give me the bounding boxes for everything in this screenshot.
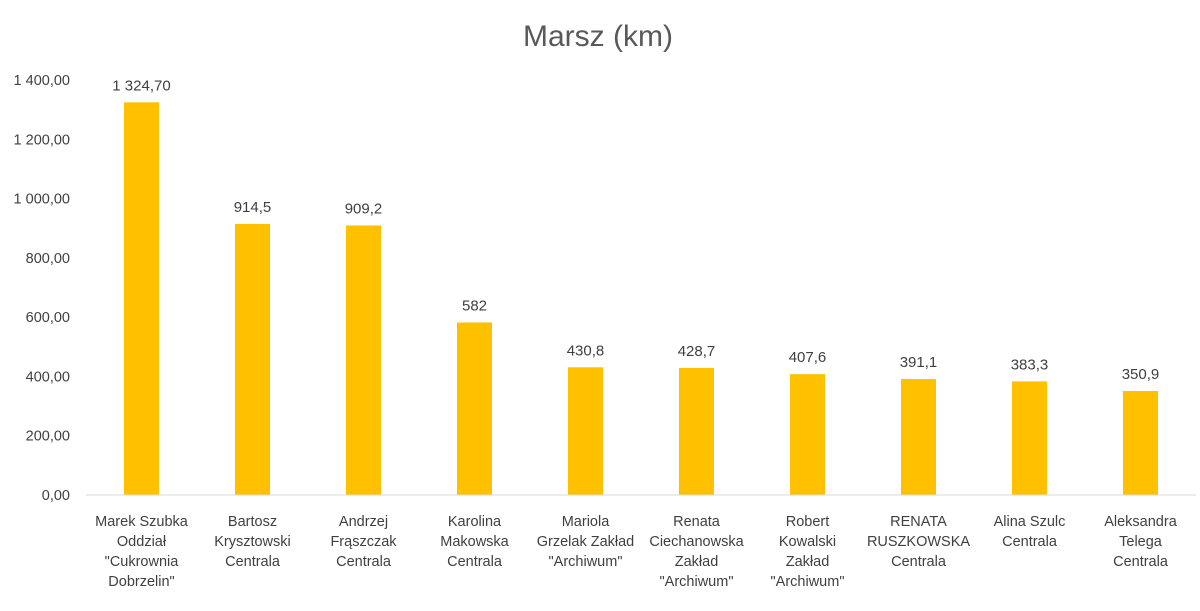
category-label-line: Dobrzelin" [108, 574, 174, 590]
category-label-line: Marek Szubka [95, 514, 189, 530]
category-label-line: Renata [673, 514, 721, 530]
category-label-line: Telega [1119, 534, 1163, 550]
bar [1012, 381, 1047, 495]
category-label-line: Ciechanowska [649, 534, 744, 550]
category-label: RENATA RUSZKOWSKA Centrala [867, 514, 970, 570]
data-label: 383,3 [1011, 356, 1049, 373]
category-label-line: Robert [786, 514, 830, 530]
category-label-line: Zakład [675, 554, 719, 570]
bar [124, 102, 159, 495]
category-label-line: Mariola [562, 514, 610, 530]
data-label: 582 [462, 297, 487, 314]
category-label-line: Krysztowski [214, 534, 291, 550]
data-label: 1 324,70 [112, 77, 170, 94]
category-label-line: "Archiwum" [771, 574, 845, 590]
bar [679, 367, 714, 495]
category-label: Andrzej Frąszczak Centrala [330, 514, 397, 570]
category-label: Alina Szulc Centrala [994, 514, 1066, 550]
bar [346, 225, 381, 496]
category-label-line: RENATA [890, 514, 947, 530]
category-label-line: Centrala [1113, 554, 1169, 570]
data-label: 909,2 [345, 200, 383, 217]
bars-group [124, 102, 1158, 496]
data-label: 428,7 [678, 343, 716, 360]
chart-title: Marsz (km) [523, 20, 673, 53]
category-label-line: Kowalski [779, 534, 836, 550]
data-label: 407,6 [789, 349, 827, 366]
category-label: Robert Kowalski Zakład "Archiwum" [771, 514, 845, 590]
category-label-line: RUSZKOWSKA [867, 534, 970, 550]
bar [1123, 390, 1158, 495]
y-tick-label: 1 200,00 [14, 132, 70, 148]
y-tick-label: 0,00 [42, 488, 70, 504]
category-label-line: Frąszczak [330, 534, 397, 550]
category-label-line: Centrala [225, 554, 281, 570]
data-label: 350,9 [1122, 366, 1160, 383]
category-label-line: Karolina [448, 514, 502, 530]
category-label: Marek Szubka Oddział "Cukrownia Dobrzelin" [95, 514, 189, 590]
data-label: 914,5 [234, 199, 272, 216]
category-label-line: "Archiwum" [660, 574, 734, 590]
y-tick-label: 600,00 [26, 310, 70, 326]
category-labels-group: Marek Szubka Oddział "Cukrownia Dobrzelin" B… [95, 514, 1178, 590]
category-label-line: Grzelak Zakład [537, 534, 635, 550]
y-tick-label: 400,00 [26, 369, 70, 385]
category-label: Bartosz Krysztowski Centrala [214, 514, 291, 570]
category-label-line: Centrala [336, 554, 392, 570]
category-label-line: Alina Szulc [994, 514, 1066, 530]
category-label: Karolina Makowska Centrala [440, 514, 509, 570]
category-label-line: Zakład [786, 554, 830, 570]
y-tick-label: 200,00 [26, 429, 70, 445]
bar [790, 374, 825, 495]
category-label-line: Aleksandra [1104, 514, 1177, 530]
data-label: 430,8 [567, 342, 605, 359]
data-label: 391,1 [900, 354, 938, 371]
category-label: Renata Ciechanowska Zakład "Archiwum" [649, 514, 744, 590]
category-label: Mariola Grzelak Zakład "Archiwum" [537, 514, 635, 570]
category-label-line: Andrzej [339, 514, 388, 530]
category-label-line: Centrala [1002, 534, 1058, 550]
y-axis: 0,00 200,00 400,00 600,00 800,00 1 000,00 1 20… [14, 73, 70, 504]
y-tick-label: 1 000,00 [14, 192, 70, 208]
category-label-line: "Cukrownia [105, 554, 180, 570]
category-label-line: "Archiwum" [549, 554, 623, 570]
category-label-line: Makowska [440, 534, 509, 550]
y-tick-label: 800,00 [26, 251, 70, 267]
category-label: Aleksandra Telega Centrala [1104, 514, 1177, 570]
data-labels-group: 1 324,70 914,5 909,2 582 430,8 428,7 407,6 391,… [112, 77, 1159, 383]
bar [568, 367, 603, 495]
bar [457, 322, 492, 495]
category-label-line: Centrala [447, 554, 503, 570]
category-label-line: Oddział [117, 534, 167, 550]
bar [235, 223, 270, 495]
category-label-line: Bartosz [228, 514, 277, 530]
category-label-line: Centrala [891, 554, 947, 570]
bar [901, 379, 936, 495]
y-tick-label: 1 400,00 [14, 73, 70, 89]
